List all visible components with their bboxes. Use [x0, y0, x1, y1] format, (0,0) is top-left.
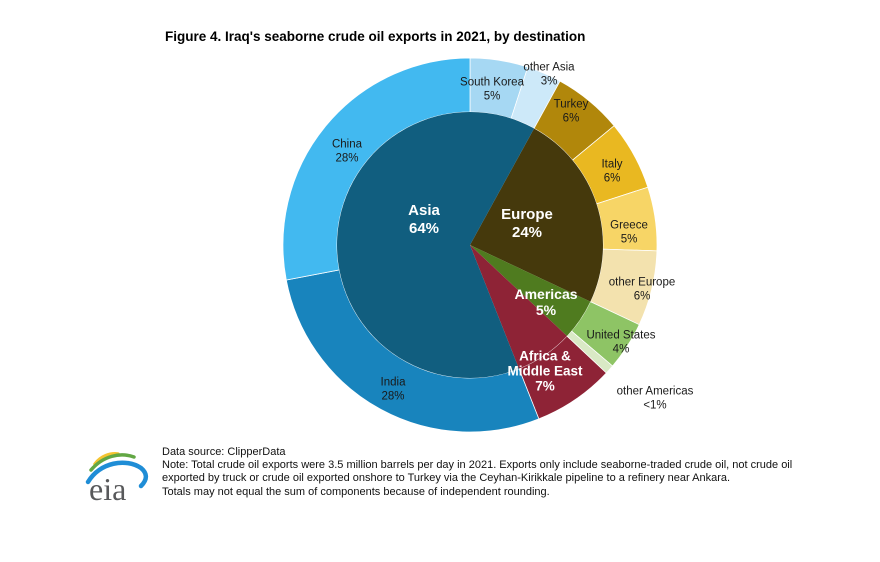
- label-asia: Asia 64%: [408, 202, 440, 237]
- label-other-americas: other Americas <1%: [616, 385, 694, 412]
- label-china: China 28%: [331, 138, 363, 165]
- slice-inner-europe: [470, 128, 603, 302]
- label-italy: Italy 6%: [601, 158, 623, 185]
- eia-logo-green-arc: [89, 453, 136, 472]
- slice-inner-americas: [470, 245, 591, 337]
- label-americas: Americas 5%: [514, 286, 578, 318]
- label-other-asia: other Asia 3%: [523, 61, 575, 88]
- label-turkey: Turkey 6%: [553, 98, 589, 125]
- label-other-europe: other Europe 6%: [608, 276, 676, 303]
- label-south-korea: South Korea 5%: [460, 76, 524, 103]
- eia-logo: eia: [85, 452, 149, 507]
- label-united-states: United States 4%: [586, 329, 656, 356]
- figure-title: Figure 4. Iraq's seaborne crude oil expo…: [165, 29, 586, 44]
- slice-inner-asia: [336, 112, 535, 379]
- label-europe: Europe 24%: [501, 206, 553, 241]
- eia-logo-text: eia: [89, 471, 126, 507]
- label-greece: Greece 5%: [610, 219, 648, 246]
- eia-logo-blue-swoosh: [85, 460, 149, 489]
- label-india: India 28%: [380, 376, 406, 403]
- data-source-text: Data source: ClipperData: [162, 446, 286, 458]
- slice-inner-africa-middle-east: [470, 245, 567, 369]
- footnote-text: Note: Total crude oil exports were 3.5 m…: [162, 459, 793, 498]
- label-africa-middle-east: Africa & Middle East 7%: [507, 348, 583, 394]
